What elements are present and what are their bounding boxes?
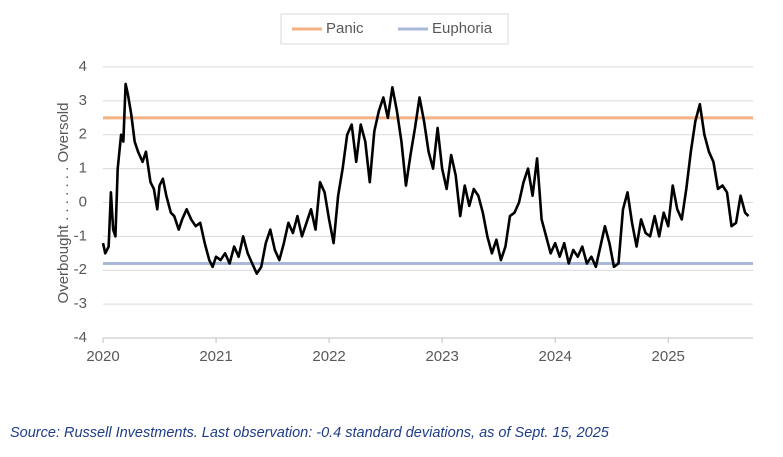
y-tick-label: -4 <box>74 329 87 346</box>
y-axis-label: Overbought . . . . . . . Oversold <box>55 103 72 304</box>
y-tick-label: 1 <box>79 160 87 177</box>
x-tick-label: 2022 <box>312 348 345 365</box>
y-tick-label: -2 <box>74 261 87 278</box>
data-line <box>101 82 750 275</box>
y-tick-label: -3 <box>74 295 87 312</box>
x-tick-label: 2021 <box>199 348 232 365</box>
legend-label: Panic <box>326 20 364 37</box>
y-tick-label: 4 <box>79 58 87 75</box>
y-tick-label: -1 <box>74 227 87 244</box>
y-tick-label: 0 <box>79 193 87 210</box>
y-tick-label: 2 <box>79 126 87 143</box>
legend-label: Euphoria <box>432 20 493 37</box>
x-tick-label: 2023 <box>425 348 458 365</box>
source-note: Source: Russell Investments. Last observ… <box>10 425 610 441</box>
x-tick-label: 2025 <box>652 348 685 365</box>
x-tick-label: 2024 <box>538 348 571 365</box>
x-tick-label: 2020 <box>86 348 119 365</box>
y-tick-label: 3 <box>79 92 87 109</box>
